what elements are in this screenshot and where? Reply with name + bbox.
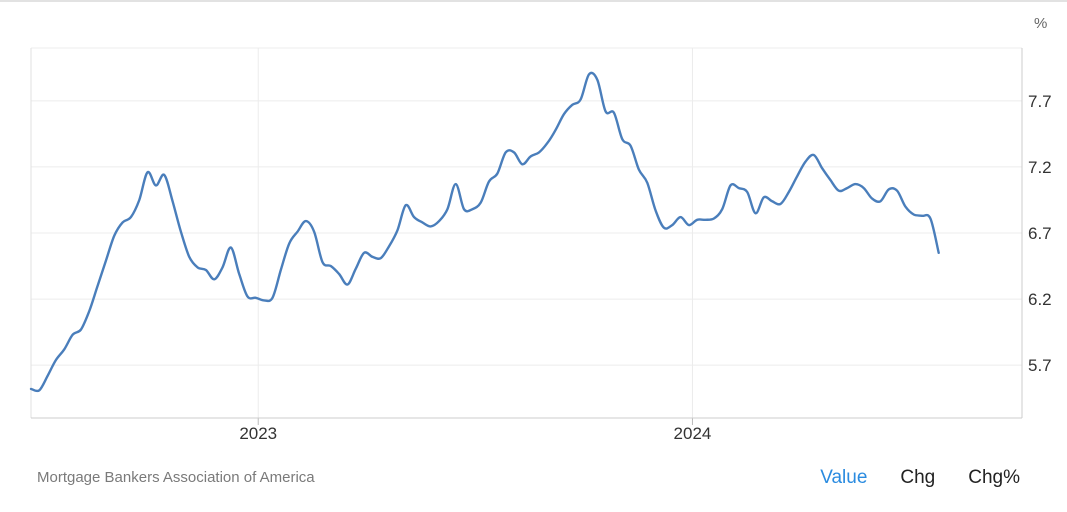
unit-label: % [1034,15,1048,32]
x-tick-labels: 2023 2024 [239,424,711,443]
series-line [29,71,940,393]
y-tick-label: 6.7 [1028,224,1052,243]
horizontal-grid [31,47,1022,366]
x-tick-label: 2024 [674,424,712,443]
tab-chg[interactable]: Chg [900,467,936,488]
y-tick-label: 7.7 [1028,92,1052,111]
top-border [0,0,1067,2]
tab-value[interactable]: Value [820,467,868,488]
y-tick-label: 6.2 [1028,290,1052,309]
vertical-grid [257,48,693,418]
series-layer [29,71,940,393]
y-tick-label: 7.2 [1028,158,1052,177]
tab-chg-percent[interactable]: Chg% [968,467,1020,488]
value-mode-tabs: Value Chg Chg% [820,467,1020,489]
source-label: Mortgage Bankers Association of America [37,469,315,486]
line-chart: 5.7 6.2 6.7 7.2 7.7 2023 2024 [29,47,1052,443]
axes [30,48,1023,425]
y-tick-label: 5.7 [1028,356,1052,375]
x-tick-label: 2023 [239,424,277,443]
y-tick-labels: 5.7 6.2 6.7 7.2 7.7 [1028,92,1052,375]
